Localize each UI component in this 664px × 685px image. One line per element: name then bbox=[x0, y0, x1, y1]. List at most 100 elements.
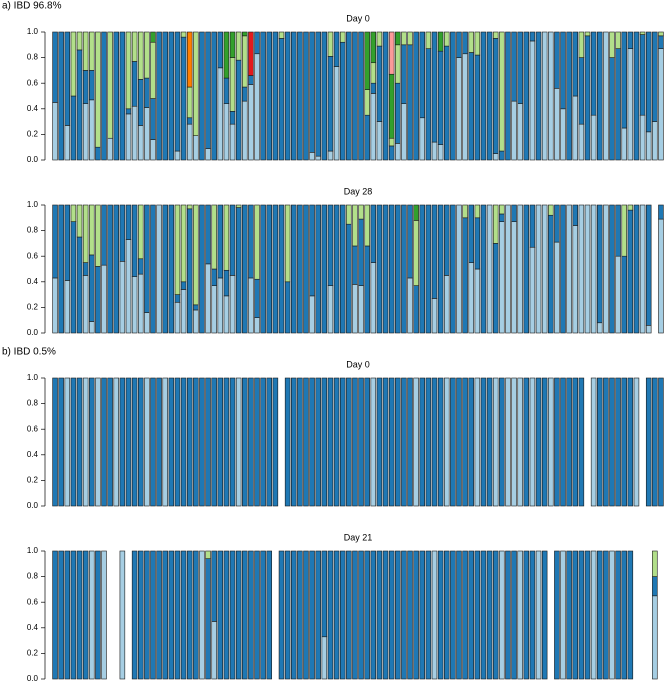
bar-segment bbox=[309, 377, 315, 507]
bar-segment bbox=[101, 377, 107, 507]
bar-segment bbox=[95, 550, 101, 680]
bar-segment bbox=[578, 204, 585, 334]
bar-segment bbox=[462, 31, 468, 55]
bar-segment bbox=[572, 225, 579, 334]
bar-segment bbox=[437, 144, 444, 161]
bar-segment bbox=[131, 31, 138, 62]
bar-segment bbox=[119, 377, 126, 507]
bar-segment bbox=[168, 377, 175, 507]
bar-segment bbox=[303, 31, 309, 161]
y-tick-label: 0.8 bbox=[27, 226, 39, 235]
panel-title: Day 28 bbox=[344, 186, 373, 196]
bar-segment bbox=[590, 31, 597, 116]
bar-segment bbox=[358, 204, 364, 220]
bar-segment bbox=[388, 204, 395, 334]
bar-segment bbox=[572, 550, 579, 680]
bar-segment bbox=[603, 31, 609, 161]
bar-segment bbox=[52, 31, 58, 103]
bar-segment bbox=[413, 220, 419, 286]
bar-segment bbox=[645, 131, 652, 161]
bar-segment bbox=[254, 317, 260, 334]
bar-segment bbox=[89, 254, 95, 322]
bar-segment bbox=[578, 123, 585, 161]
bar-segment bbox=[541, 31, 548, 161]
bar-segment bbox=[303, 550, 309, 680]
bar-segment bbox=[474, 550, 481, 680]
bar-segment bbox=[529, 550, 536, 680]
bar-segment bbox=[76, 204, 83, 238]
panel-title: Day 0 bbox=[346, 13, 370, 23]
bar-segment bbox=[474, 377, 481, 507]
bar-segment bbox=[566, 550, 572, 680]
bar-segment bbox=[480, 377, 487, 507]
bar-segment bbox=[529, 246, 536, 334]
bar-segment bbox=[82, 550, 89, 680]
y-tick-label: 1.0 bbox=[27, 27, 39, 36]
bar-segment bbox=[193, 31, 199, 136]
bar-segment bbox=[180, 31, 187, 38]
bar-segment bbox=[658, 218, 664, 334]
bar-segment bbox=[511, 31, 517, 102]
bar-segment bbox=[223, 103, 230, 161]
bar-segment bbox=[499, 204, 505, 215]
bar-segment bbox=[529, 204, 536, 248]
bar-segment bbox=[278, 550, 285, 680]
bar-segment bbox=[419, 377, 426, 507]
bar-segment bbox=[229, 204, 236, 276]
bar-segment bbox=[639, 34, 646, 116]
bar-segment bbox=[652, 550, 658, 577]
bar-segment bbox=[388, 31, 395, 75]
bar-segment bbox=[217, 67, 224, 161]
bar-segment bbox=[658, 31, 664, 37]
bar-segment bbox=[388, 145, 395, 161]
bar-segment bbox=[162, 377, 168, 507]
bar-segment bbox=[413, 204, 419, 221]
bar-segment bbox=[284, 204, 291, 283]
bar-segment bbox=[511, 100, 517, 161]
bar-segment bbox=[596, 377, 603, 507]
bar-segment bbox=[468, 31, 474, 53]
bar-segment bbox=[52, 550, 58, 680]
bar-segment bbox=[107, 377, 113, 507]
bar-segment bbox=[137, 125, 144, 161]
panel-title: Day 0 bbox=[346, 359, 370, 369]
y-tick-label: 0.6 bbox=[27, 424, 39, 433]
bar-segment bbox=[58, 31, 64, 161]
bar-segment bbox=[578, 550, 585, 680]
bar-segment bbox=[186, 117, 193, 125]
bar-segment bbox=[339, 41, 346, 161]
bar-segment bbox=[168, 31, 175, 161]
bar-segment bbox=[352, 31, 358, 161]
bar-segment bbox=[89, 550, 95, 680]
bar-segment bbox=[309, 204, 315, 297]
bar-segment bbox=[468, 204, 474, 263]
bar-segment bbox=[327, 377, 334, 507]
bar-segment bbox=[89, 321, 95, 334]
bar-segment bbox=[278, 204, 285, 334]
bar-segment bbox=[443, 31, 450, 47]
bar-segment bbox=[199, 550, 205, 680]
bar-segment bbox=[517, 31, 523, 104]
bar-segment bbox=[223, 31, 230, 79]
bar-segment bbox=[89, 99, 95, 161]
bar-segment bbox=[64, 280, 71, 334]
bar-segment bbox=[413, 285, 419, 334]
bar-segment bbox=[193, 309, 199, 334]
bar-segment bbox=[511, 550, 517, 680]
bar-segment bbox=[621, 377, 627, 507]
bar-segment bbox=[229, 275, 236, 334]
bar-segment bbox=[401, 550, 407, 680]
bar-segment bbox=[113, 204, 120, 334]
bar-segment bbox=[321, 550, 328, 638]
bar-segment bbox=[76, 49, 83, 161]
bar-segment bbox=[450, 377, 456, 507]
bar-segment bbox=[211, 621, 217, 680]
bar-segment bbox=[95, 266, 101, 334]
bar-segment bbox=[437, 31, 444, 52]
bar-segment bbox=[144, 550, 150, 680]
bar-segment bbox=[486, 550, 493, 680]
y-tick-label: 0.2 bbox=[27, 303, 39, 312]
bar-segment bbox=[339, 550, 346, 680]
bar-segment bbox=[150, 550, 156, 680]
